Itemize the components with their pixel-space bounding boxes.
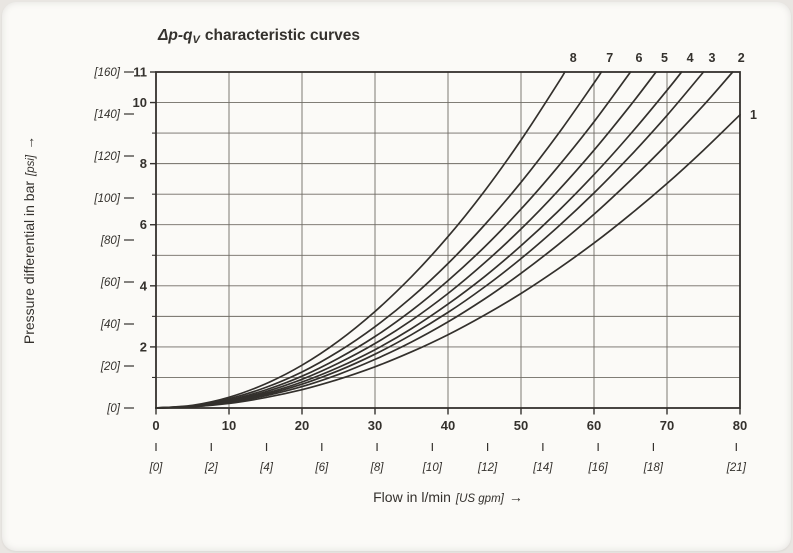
y-tick-label-psi: [0]	[106, 403, 121, 415]
chart-title-subscript: V	[193, 34, 202, 46]
y-axis-title: Pressure differential in bar [psi] →	[21, 136, 37, 344]
curve-7	[155, 71, 603, 409]
curve-label-5: 5	[661, 51, 668, 65]
x-axis-title-text: Flow in l/min	[373, 489, 451, 505]
x-tick-label-gpm: [14]	[532, 462, 553, 474]
x-tick-label-gpm: [16]	[588, 462, 609, 474]
y-ticks-bar: 11 10 8 6 4 2	[133, 65, 156, 379]
curve-label-8: 8	[570, 51, 577, 65]
curve-1	[155, 113, 741, 409]
curve-label-7: 7	[606, 51, 613, 65]
y-tick-label-bar: 8	[140, 156, 147, 171]
y-tick-label-bar: 4	[140, 278, 148, 293]
x-tick-label-gpm: [18]	[643, 462, 664, 474]
y-tick-label-psi: [20]	[100, 361, 121, 373]
y-tick-label-bar: 6	[140, 217, 147, 232]
y-axis-title-text: Pressure differential in bar	[21, 181, 37, 344]
x-tick-label-lmin: 80	[733, 418, 747, 433]
x-axis-arrow-icon: →	[509, 489, 523, 505]
x-ticks-gpm: [0] [2] [4] [6] [8] [10] [12] [14] [16] [18] [21]	[149, 443, 747, 474]
x-tick-label-gpm: [8]	[370, 462, 385, 474]
x-tick-label-lmin: 0	[152, 418, 159, 433]
y-tick-label-psi: [100]	[93, 193, 120, 205]
curve-4	[155, 71, 683, 409]
y-tick-label-psi: [40]	[100, 319, 121, 331]
x-tick-label-lmin: 30	[368, 418, 382, 433]
grid-lines	[156, 72, 740, 408]
x-tick-label-lmin: 50	[514, 418, 528, 433]
y-tick-label-psi: [160]	[93, 67, 120, 79]
curve-8	[155, 71, 566, 409]
x-tick-label-lmin: 10	[222, 418, 236, 433]
chart-title: Δp-qV characteristic curves	[157, 27, 360, 46]
y-tick-label-psi: [80]	[100, 235, 121, 247]
curve-label-1: 1	[750, 108, 757, 122]
curve-label-2: 2	[738, 51, 745, 65]
curve-5	[155, 71, 657, 409]
chart-title-prefix: Δp-q	[157, 27, 193, 44]
curve-6	[155, 71, 632, 409]
curves	[155, 71, 741, 409]
x-tick-label-gpm: [6]	[314, 462, 329, 474]
y-tick-label-bar: 10	[133, 95, 147, 110]
x-tick-label-gpm: [2]	[204, 462, 219, 474]
x-ticks-lmin: 0 10 20 30 40 50 60 70 80	[152, 408, 747, 433]
chart-title-rest: characteristic curves	[205, 27, 360, 44]
x-tick-label-lmin: 70	[660, 418, 674, 433]
y-tick-label-bar: 11	[133, 65, 147, 80]
y-ticks-psi: [160] [140] [120] [100] [80] [60] [40] [20] [0]	[93, 67, 134, 415]
x-tick-label-lmin: 60	[587, 418, 601, 433]
y-tick-label-psi: [140]	[93, 109, 120, 121]
x-tick-label-gpm: [12]	[477, 462, 498, 474]
x-tick-label-gpm: [4]	[259, 462, 274, 474]
curve-2	[155, 71, 734, 409]
x-tick-label-gpm: [0]	[149, 462, 164, 474]
curve-label-6: 6	[636, 51, 643, 65]
x-axis-title-unit: [US gpm]	[455, 493, 505, 505]
curve-label-4: 4	[687, 51, 694, 65]
curve-label-3: 3	[709, 51, 716, 65]
x-tick-label-gpm: [10]	[422, 462, 443, 474]
y-axis-title-unit: [psi]	[25, 154, 37, 177]
x-tick-label-gpm: [21]	[726, 462, 747, 474]
y-tick-label-psi: [120]	[93, 151, 120, 163]
x-axis-title: Flow in l/min [US gpm] →	[373, 489, 523, 505]
curve-3	[155, 71, 705, 409]
y-axis-arrow-icon: →	[21, 136, 37, 150]
chart-plot: Δp-qV characteristic curves Pressure diff…	[21, 27, 757, 505]
x-tick-label-lmin: 40	[441, 418, 455, 433]
y-tick-label-bar: 2	[140, 339, 147, 354]
y-tick-label-psi: [60]	[100, 277, 121, 289]
curve-labels: 1 2 3 4 5 6 7 8	[570, 51, 757, 122]
x-tick-label-lmin: 20	[295, 418, 309, 433]
